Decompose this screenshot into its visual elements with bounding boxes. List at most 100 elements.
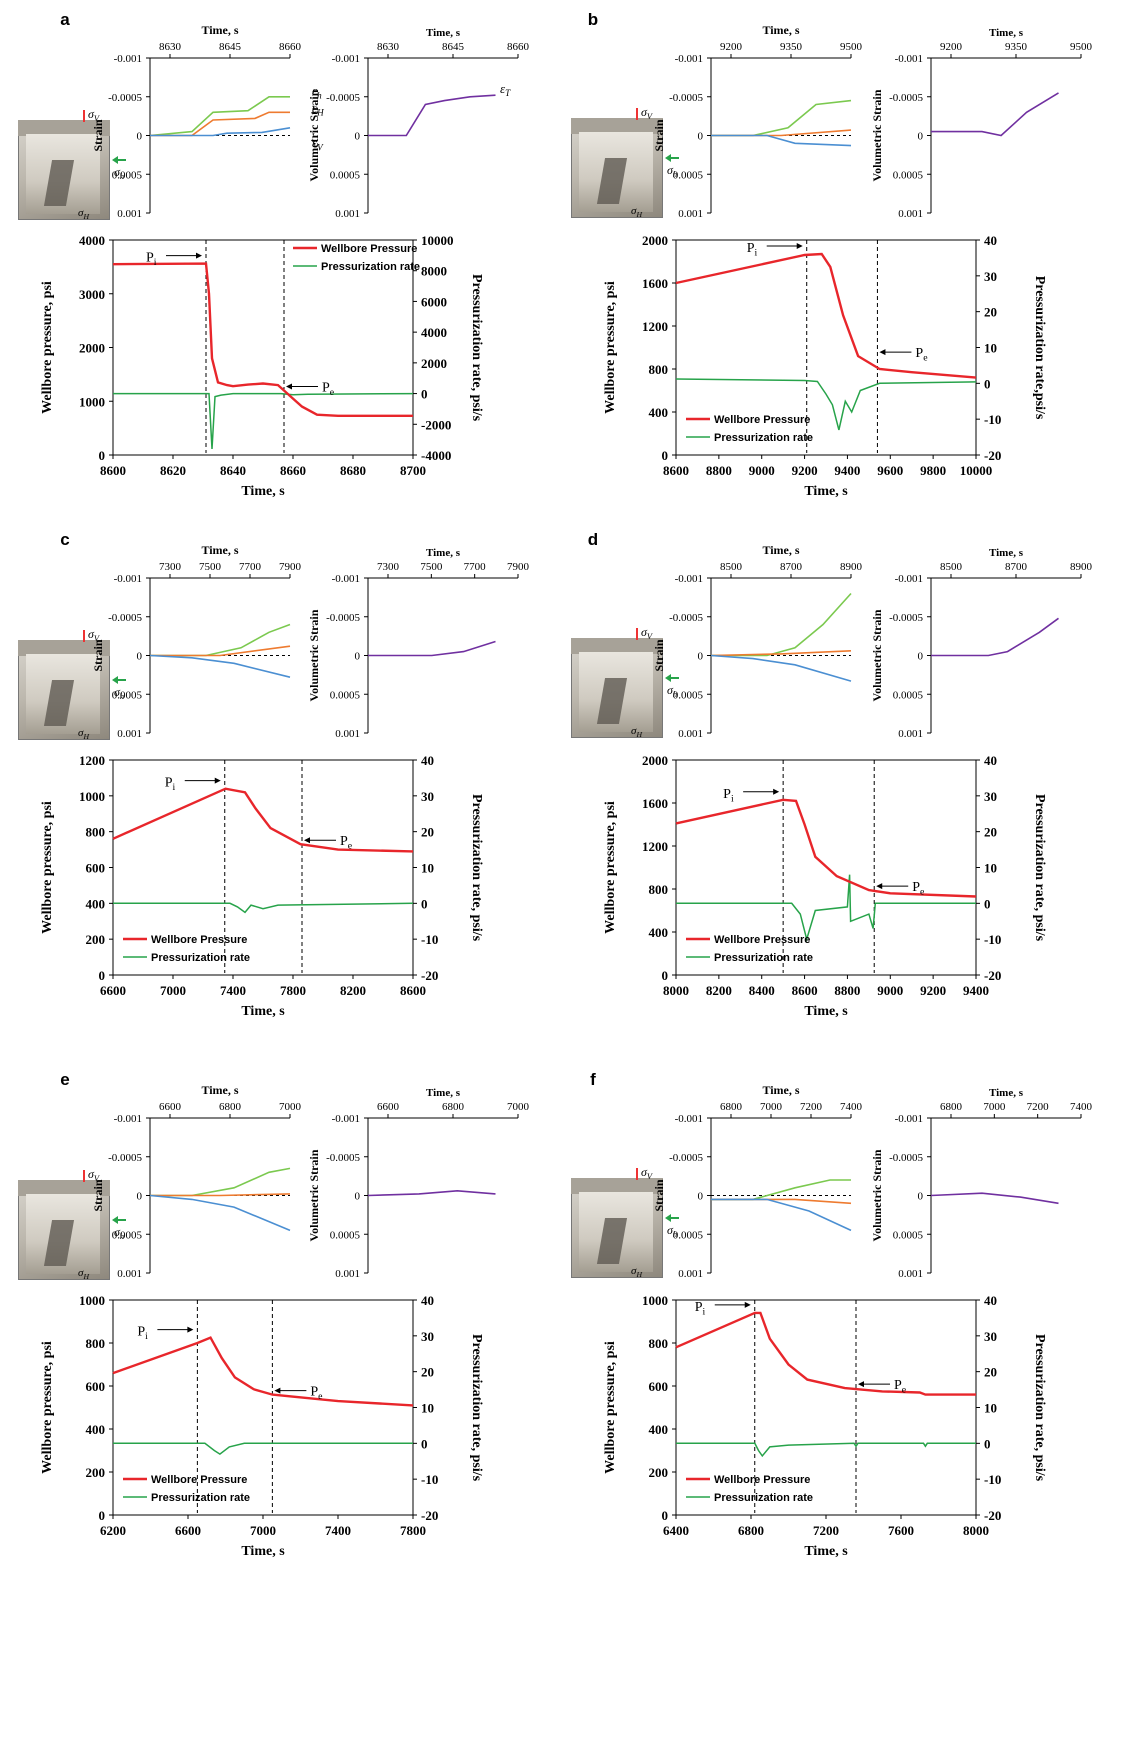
- main-xtick-label: 7600: [888, 1523, 914, 1538]
- strain-eps-V-line: [710, 654, 852, 682]
- strain-y-label: Strain: [652, 1179, 666, 1211]
- pi-arrowhead: [744, 1301, 751, 1308]
- pe-arrowhead: [274, 1387, 281, 1394]
- strain-xtick-label: 7700: [239, 561, 262, 573]
- main-xtick-label: 6600: [100, 983, 126, 998]
- vol-ytick-label: -0.001: [332, 573, 360, 585]
- strain-ytick-label: 0.0005: [112, 689, 143, 701]
- vol-ytick-label: 0.001: [335, 728, 360, 740]
- panel-letter: a: [60, 10, 70, 29]
- wellbore-series-line: [112, 787, 414, 853]
- main-xtick-label: 10000: [960, 463, 993, 478]
- main-xtick-label: 7000: [160, 983, 186, 998]
- vol-strain-line: [931, 92, 1059, 137]
- legend-wellbore-label: Wellbore Pressure: [714, 934, 810, 946]
- main-ytick-label: 0: [662, 448, 669, 463]
- pe-annotation: Pe: [915, 346, 928, 364]
- vol-strain-line: [367, 1189, 496, 1197]
- sigma-h-label: σh: [667, 163, 677, 179]
- main-ytick-label: 600: [86, 861, 106, 876]
- sigma-v-label: σV: [88, 627, 100, 643]
- main-xtick-label: 9000: [749, 463, 775, 478]
- vol-ytick-label: 0.001: [335, 1268, 360, 1280]
- main-ytick-label: 800: [86, 1336, 106, 1351]
- main-y2-label: Pressurization rate,psi/s: [1032, 276, 1047, 420]
- main-y2tick-label: 40: [984, 233, 997, 248]
- vol-strain-line: [930, 1192, 1059, 1205]
- vol-xtick-label: 8900: [1070, 561, 1093, 573]
- main-y2tick-label: 0: [421, 896, 428, 911]
- strain-eps-h-line: [711, 1179, 851, 1201]
- main-y-label: Wellbore pressure, psi: [603, 801, 618, 934]
- main-y2tick-label: 10: [421, 1401, 434, 1416]
- panel-letter: c: [60, 530, 69, 549]
- vol-ytick-label: 0.001: [898, 728, 923, 740]
- main-ytick-label: 400: [86, 1422, 106, 1437]
- main-y2tick-label: 0: [421, 1436, 428, 1451]
- vol-xtick-label: 8630: [377, 41, 400, 53]
- main-ytick-label: 400: [649, 925, 669, 940]
- main-ytick-label: 4000: [79, 233, 105, 248]
- vol-ytick-label: -0.001: [332, 53, 360, 65]
- wellbore-series-line: [675, 798, 977, 898]
- main-xtick-label: 6200: [100, 1523, 126, 1538]
- main-xtick-label: 8000: [963, 1523, 989, 1538]
- pe-annotation: Pe: [340, 834, 353, 852]
- vol-y-label: Volumetric Strain: [870, 609, 884, 701]
- strain-ytick-label: -0.001: [114, 53, 142, 65]
- strain-y-label: Strain: [652, 639, 666, 671]
- main-xtick-label: 7800: [280, 983, 306, 998]
- strain-xtick-label: 8700: [780, 561, 803, 573]
- main-y2tick-label: 0: [421, 387, 428, 402]
- vol-xtick-label: 7500: [420, 561, 443, 573]
- strain-xtick-label: 7200: [800, 1101, 823, 1113]
- sigma-H-label: σH: [78, 727, 89, 741]
- strain-ytick-label: 0.001: [117, 728, 142, 740]
- vol-xtick-label: 6600: [377, 1101, 400, 1113]
- rate-series-line: [675, 378, 977, 431]
- main-ytick-label: 0: [99, 968, 106, 983]
- sigma-h-arrowhead: [112, 676, 118, 684]
- vol-ytick-label: 0.001: [335, 208, 360, 220]
- legend-rate-label: Pressurization rate: [321, 261, 420, 273]
- strain-ytick-label: 0: [698, 131, 704, 143]
- main-xtick-label: 9600: [877, 463, 903, 478]
- sample-photo: [571, 1178, 663, 1278]
- main-y2tick-label: 30: [984, 789, 997, 804]
- legend-wellbore-label: Wellbore Pressure: [714, 1474, 810, 1486]
- panel-f: f σh σV σH -0.001 -0.0005 0 0.0005 0.001 6800 7000…: [563, 1060, 1126, 1640]
- main-xtick-label: 8200: [340, 983, 366, 998]
- main-ytick-label: 600: [86, 1379, 106, 1394]
- main-y2tick-label: -20: [421, 1508, 438, 1523]
- main-y2tick-label: 8000: [421, 264, 447, 279]
- strain-y-label: Strain: [652, 119, 666, 151]
- vol-xtick-label: 6800: [442, 1101, 465, 1113]
- pi-arrowhead: [196, 252, 202, 259]
- main-xtick-label: 8600: [663, 463, 689, 478]
- main-ytick-label: 200: [649, 1465, 669, 1480]
- main-xtick-label: 9400: [834, 463, 860, 478]
- legend-rate-label: Pressurization rate: [151, 1492, 250, 1504]
- pi-arrowhead: [214, 777, 221, 784]
- strain-xtick-label: 9350: [780, 41, 803, 53]
- pe-arrowhead: [304, 837, 310, 844]
- main-ytick-label: 1200: [79, 753, 105, 768]
- main-xtick-label: 9800: [920, 463, 946, 478]
- strain-xtick-label: 8645: [219, 41, 242, 53]
- sigma-h-label: σh: [667, 1223, 677, 1239]
- vol-ytick-label: 0.0005: [893, 169, 924, 181]
- main-y2tick-label: -2000: [421, 417, 451, 432]
- wellbore-series-line: [112, 1336, 414, 1407]
- main-y2-label: Pressurization rate, psi/s: [469, 794, 484, 942]
- main-xtick-label: 7800: [400, 1523, 426, 1538]
- vol-ytick-label: -0.0005: [326, 92, 360, 104]
- main-xtick-label: 7200: [813, 1523, 839, 1538]
- sigma-v-label: σV: [641, 1165, 653, 1181]
- vol-y-label: Volumetric Strain: [307, 89, 321, 181]
- main-xtick-label: 7400: [220, 983, 246, 998]
- main-xtick-label: 8000: [663, 983, 689, 998]
- strain-ytick-label: -0.0005: [108, 92, 142, 104]
- eps-V-label: εV: [312, 135, 324, 152]
- panel-svg: e σh σV σH -0.001 -0.0005 0 0.0005 0.001 6600 6800…: [40, 1070, 530, 1559]
- main-y-label: Wellbore pressure, psi: [40, 801, 55, 934]
